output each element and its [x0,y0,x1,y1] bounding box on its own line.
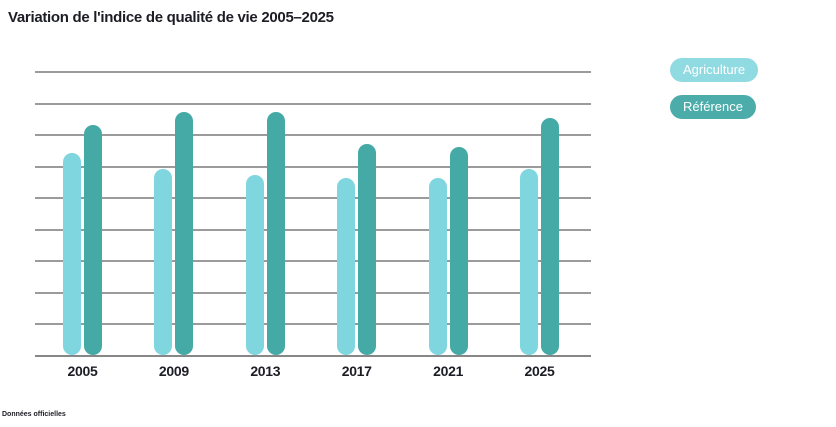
legend: Agriculture Référence [670,58,759,119]
bar-référence-2021 [449,146,468,355]
gridline [35,291,591,294]
x-axis-label-2025: 2025 [524,363,555,379]
bar-group-2009 [154,112,194,355]
bar-group-2013 [245,112,285,355]
bar-group-2025 [520,118,559,355]
bar-agriculture-2021 [428,178,447,355]
bar-référence-2005 [84,124,102,355]
bar-référence-2009 [175,112,194,355]
bar-agriculture-2017 [337,178,356,355]
legend-item-agriculture: Agriculture [670,58,759,82]
bar-référence-2025 [541,118,559,355]
x-axis-label-2021: 2021 [433,363,464,379]
gridline [35,197,591,200]
gridline [35,260,591,263]
bar-agriculture-2005 [63,153,81,355]
source-footnote: Données officielles [2,411,66,418]
bar-group-2017 [337,143,377,355]
gridline [35,323,591,326]
chart-title: Variation de l'indice de qualité de vie … [8,9,334,26]
bar-group-2021 [428,146,468,355]
x-axis-label-2005: 2005 [67,363,98,379]
x-axis-label-2009: 2009 [158,363,189,379]
gridline [35,102,591,105]
x-axis: 2005 2009 2013 2017 2021 2025 [0,363,836,383]
plot-area [35,71,591,357]
x-axis-label-2013: 2013 [250,363,281,379]
x-axis-label-2017: 2017 [341,363,372,379]
gridline [35,134,591,137]
x-axis-line [35,355,591,357]
gridline [35,165,591,168]
bar-référence-2013 [266,112,285,355]
bar-group-2005 [63,124,102,355]
bar-agriculture-2025 [520,168,538,355]
legend-item-reference: Référence [670,95,756,119]
bar-agriculture-2009 [154,168,173,355]
bar-agriculture-2013 [245,175,264,355]
gridline [35,228,591,231]
gridline [35,71,591,73]
bar-référence-2017 [358,143,377,355]
